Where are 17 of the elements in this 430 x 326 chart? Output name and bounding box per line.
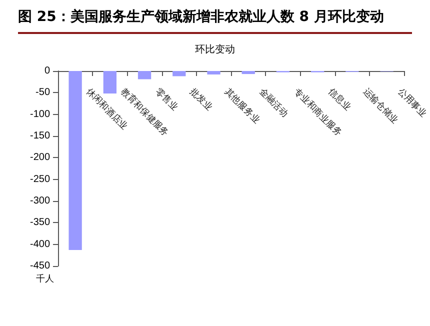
y-tick-label: -200 bbox=[30, 152, 50, 164]
y-tick-label: -150 bbox=[30, 130, 50, 142]
x-tick-label: 零售业 bbox=[154, 86, 180, 112]
y-tick-label: 0 bbox=[44, 66, 50, 76]
y-tick-label: -50 bbox=[36, 87, 50, 98]
y-axis-title: 千人 bbox=[36, 274, 54, 284]
x-tick-label: 批发业 bbox=[188, 86, 214, 112]
x-tick-label: 信息业 bbox=[326, 86, 353, 112]
y-tick-label: -350 bbox=[30, 217, 50, 228]
y-tick-label: -100 bbox=[30, 108, 50, 120]
chart-title: 图 25：美国服务生产领域新增非农就业人数 8 月环比变动 bbox=[18, 8, 384, 26]
x-tick-label: 公用事业 bbox=[396, 86, 429, 119]
y-tick-label: -300 bbox=[30, 196, 50, 206]
y-tick-label: -450 bbox=[30, 260, 50, 272]
y-tick-label: -250 bbox=[30, 174, 50, 185]
y-tick-label: -400 bbox=[30, 238, 50, 250]
chart-subtitle: 环比变动 bbox=[195, 44, 235, 56]
